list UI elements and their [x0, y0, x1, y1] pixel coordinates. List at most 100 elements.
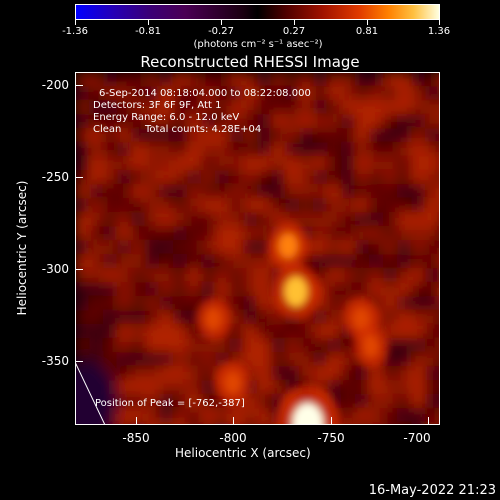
heatmap-cell: [117, 268, 131, 282]
heatmap-cell: [313, 352, 327, 366]
heatmap-cell: [299, 338, 313, 352]
heatmap-cell: [369, 128, 383, 142]
heatmap-cell: [411, 366, 425, 380]
heatmap-cell: [173, 156, 187, 170]
heatmap-cell: [369, 408, 383, 422]
heatmap-cell: [369, 240, 383, 254]
heatmap-cell: [159, 184, 173, 198]
heatmap-cell: [145, 72, 159, 86]
heatmap-cell: [341, 408, 355, 422]
heatmap-cell: [89, 212, 103, 226]
heatmap-cell: [313, 156, 327, 170]
heatmap-cell: [397, 72, 411, 86]
heatmap-cell: [271, 366, 285, 380]
heatmap-cell: [145, 142, 159, 156]
heatmap-cell: [313, 184, 327, 198]
heatmap-cell: [341, 366, 355, 380]
x-tick-label: -750: [317, 431, 345, 445]
heatmap-cell: [117, 380, 131, 394]
heatmap-cell: [257, 380, 271, 394]
heatmap-cell: [355, 240, 369, 254]
heatmap-cell: [411, 310, 425, 324]
heatmap-cell: [89, 100, 103, 114]
heatmap-cell: [313, 170, 327, 184]
heatmap-cell: [117, 100, 131, 114]
heatmap-cell: [299, 86, 313, 100]
heatmap-cell: [439, 226, 440, 240]
chart-title: Reconstructed RHESSI Image: [140, 53, 360, 71]
heatmap-cell: [285, 366, 299, 380]
heatmap-cell: [439, 366, 440, 380]
heatmap-cell: [355, 170, 369, 184]
heatmap-cell: [257, 212, 271, 226]
heatmap-cell: [257, 72, 271, 86]
heatmap-cell: [257, 408, 271, 422]
y-tick-label: -300: [41, 262, 69, 276]
heatmap-cell: [201, 254, 215, 268]
heatmap-cell: [383, 240, 397, 254]
heatmap-cell: [355, 128, 369, 142]
heatmap-cell: [397, 114, 411, 128]
heatmap-cell: [313, 226, 327, 240]
heatmap-cell: [299, 170, 313, 184]
heatmap-cell: [229, 408, 243, 422]
heatmap-cell: [187, 114, 201, 128]
heatmap-cell: [229, 114, 243, 128]
heatmap-cell: [243, 100, 257, 114]
heatmap-cell: [103, 72, 117, 86]
heatmap-cell: [103, 338, 117, 352]
heatmap-cell: [75, 226, 89, 240]
heatmap-cell: [89, 240, 103, 254]
heatmap-cell: [243, 170, 257, 184]
heatmap-cell: [173, 282, 187, 296]
heatmap-cell: [341, 352, 355, 366]
heatmap-cell: [341, 114, 355, 128]
colorbar-tick-label: -0.27: [208, 26, 234, 37]
heatmap-cell: [201, 198, 215, 212]
heatmap-cell: [145, 324, 159, 338]
heatmap-cell: [285, 352, 299, 366]
heatmap-cell: [187, 268, 201, 282]
heatmap-cell: [75, 184, 89, 198]
heatmap-cell: [131, 394, 145, 408]
heatmap-cell: [313, 128, 327, 142]
peak-position-text: Position of Peak = [-762,-387]: [95, 398, 245, 409]
heatmap-cell: [103, 198, 117, 212]
heatmap-cell: [439, 394, 440, 408]
heatmap-cell: [397, 212, 411, 226]
heatmap-cell: [257, 114, 271, 128]
heatmap-cell: [439, 282, 440, 296]
colorbar-tick-label: 1.36: [427, 26, 451, 37]
heatmap-cell: [131, 282, 145, 296]
heatmap-cell: [411, 240, 425, 254]
heatmap-cell: [159, 156, 173, 170]
heatmap-cell: [103, 352, 117, 366]
heatmap-cell: [187, 184, 201, 198]
heatmap-cell: [229, 240, 243, 254]
heatmap-cell: [243, 72, 257, 86]
clean-text: Clean: [93, 124, 122, 135]
heatmap-cell: [299, 352, 313, 366]
heatmap-cell: [257, 156, 271, 170]
heatmap-cell: [75, 198, 89, 212]
heatmap-cell: [229, 72, 243, 86]
heatmap-cell: [103, 240, 117, 254]
heatmap-cell: [425, 380, 439, 394]
heatmap-cell: [103, 100, 117, 114]
heatmap-cell: [131, 338, 145, 352]
heatmap-cell: [173, 86, 187, 100]
heatmap-cell: [173, 422, 187, 425]
heatmap-cell: [327, 198, 341, 212]
heatmap-cell: [201, 338, 215, 352]
heatmap-cell: [201, 142, 215, 156]
heatmap-cell: [341, 170, 355, 184]
heatmap-cell: [369, 198, 383, 212]
heatmap-cell: [327, 324, 341, 338]
heatmap-cell: [229, 422, 243, 425]
heatmap-cell: [327, 170, 341, 184]
heatmap-cell: [131, 128, 145, 142]
heatmap-cell: [131, 226, 145, 240]
heatmap-cell: [327, 338, 341, 352]
heatmap-cell: [383, 72, 397, 86]
heatmap-cell: [243, 338, 257, 352]
